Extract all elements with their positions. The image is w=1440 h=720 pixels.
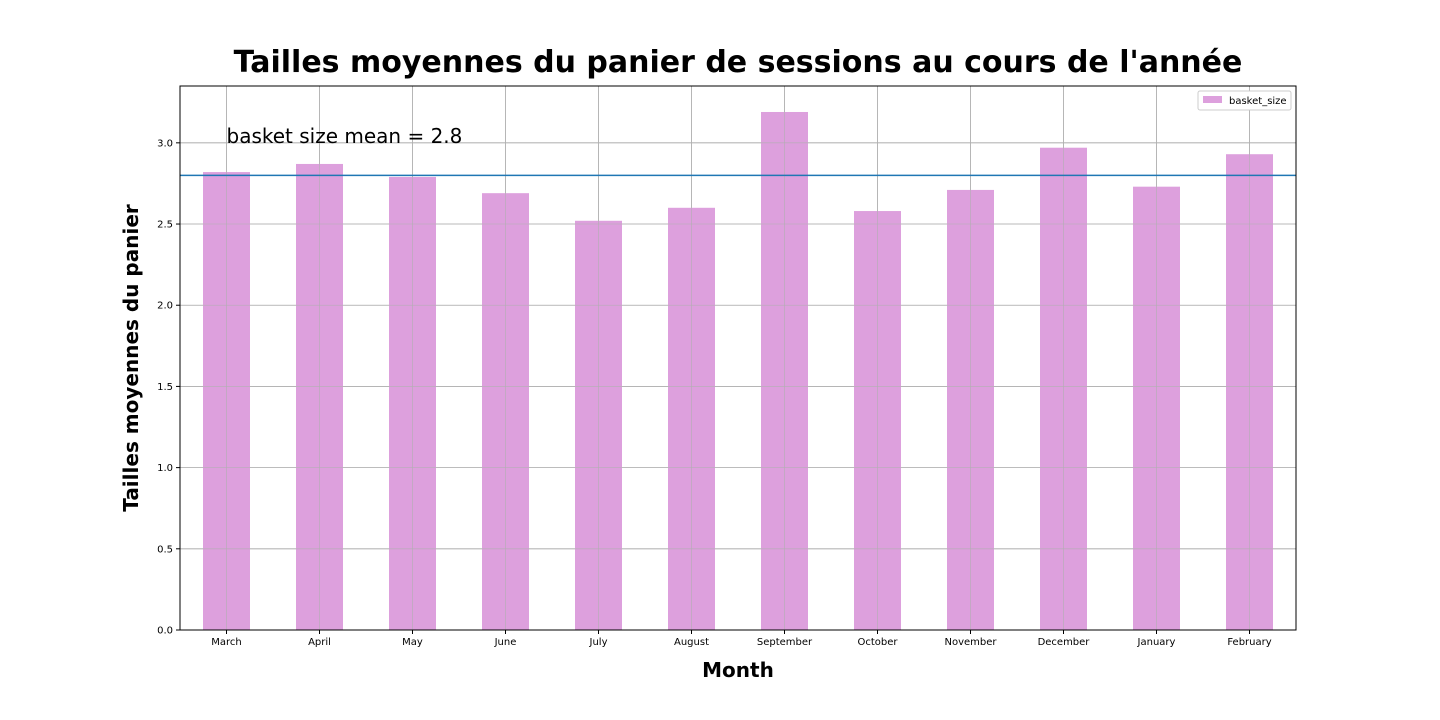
y-tick-label: 2.5 [157, 220, 173, 231]
x-tick-label: December [1038, 637, 1091, 648]
bars [180, 86, 1296, 631]
y-tick-label: 1.0 [157, 463, 173, 474]
legend: basket_size [1197, 90, 1292, 111]
x-tick-label: September [757, 637, 813, 648]
x-axis-label: Month [702, 658, 774, 682]
mean-annotation: basket size mean = 2.8 [227, 124, 463, 148]
y-axis-label: Tailles moyennes du panier [119, 204, 143, 512]
x-tick-label: August [674, 637, 709, 648]
legend-label: basket_size [1229, 96, 1287, 107]
x-tick-label: November [944, 637, 997, 648]
legend-box [1197, 90, 1292, 111]
plot-frame [179, 85, 1297, 631]
chart-title: Tailles moyennes du panier de sessions a… [234, 45, 1243, 80]
x-tick-label: March [211, 637, 241, 648]
x-tick-label: January [1137, 637, 1176, 648]
y-tick-label: 0.5 [157, 544, 173, 555]
legend-swatch [1203, 96, 1222, 103]
y-tick-label: 0.0 [157, 626, 173, 637]
x-tick-label: May [402, 637, 423, 648]
x-tick-label: April [308, 637, 331, 648]
y-tick-label: 2.0 [157, 301, 173, 312]
x-tick-label: June [494, 637, 517, 648]
x-ticks: March April May June July August September Octo… [211, 630, 1272, 648]
x-tick-label: October [857, 637, 898, 648]
y-ticks: 0.0 0.5 1.0 1.5 2.0 2.5 3.0 [157, 138, 180, 637]
grid [180, 86, 1296, 631]
y-tick-label: 1.5 [157, 382, 173, 393]
y-tick-label: 3.0 [157, 138, 173, 149]
x-tick-label: February [1227, 637, 1271, 648]
x-tick-label: July [589, 637, 608, 648]
